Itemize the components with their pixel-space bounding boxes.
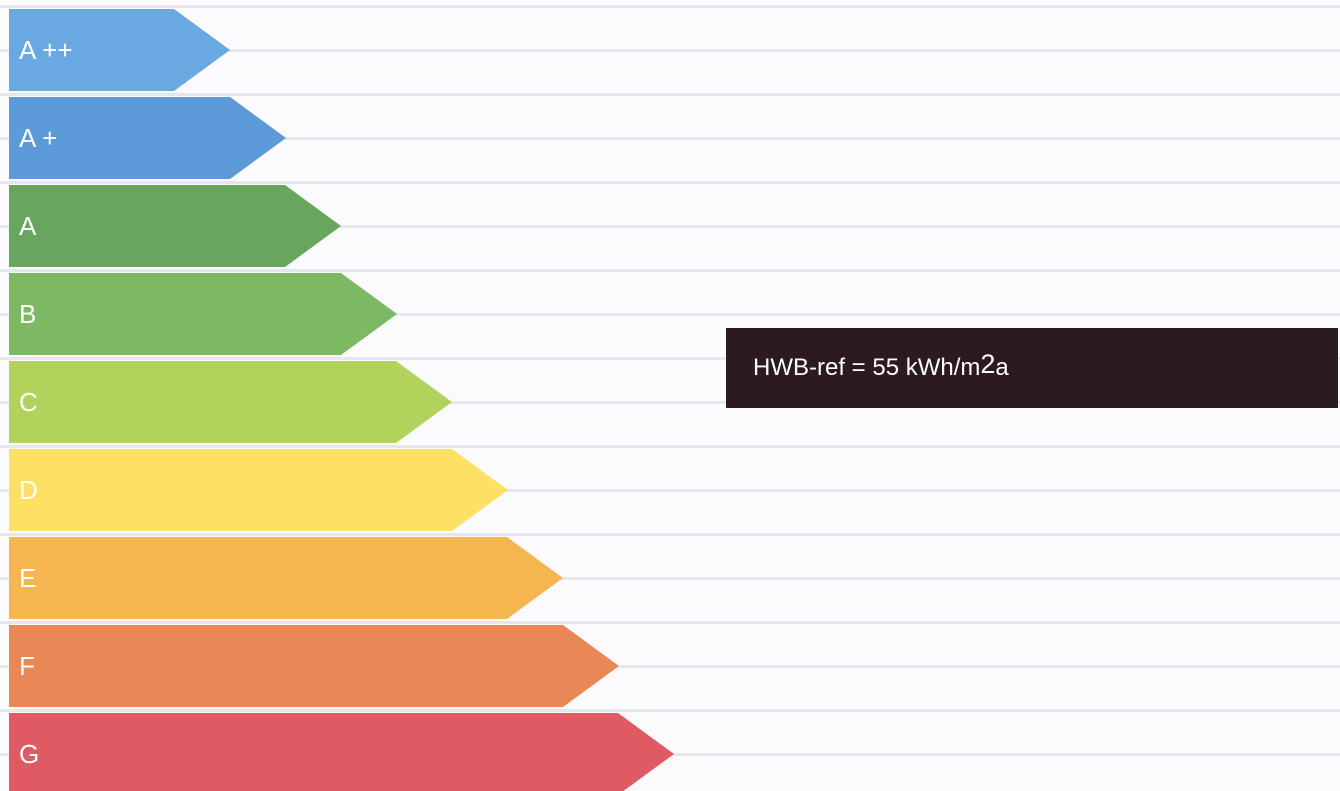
energy-class-label: C <box>19 387 38 417</box>
hwb-ref-exponent: 2 <box>980 348 996 379</box>
energy-class-arrow: A + <box>9 97 286 179</box>
energy-class-label: A <box>19 211 37 241</box>
energy-class-label: E <box>19 563 37 593</box>
guide-line <box>0 269 1340 272</box>
energy-class-arrow: A ++ <box>9 9 230 91</box>
guide-line <box>0 181 1340 184</box>
guide-line <box>0 709 1340 712</box>
energy-class-label: F <box>19 651 35 681</box>
energy-class-arrow: E <box>9 537 563 619</box>
hwb-ref-text: HWB-ref = 55 kWh/m <box>753 354 981 381</box>
energy-class-label: A ++ <box>19 35 73 65</box>
guide-line <box>0 665 1340 668</box>
guide-line <box>0 49 1340 52</box>
energy-class-arrow: F <box>9 625 619 707</box>
guide-line <box>0 357 1340 360</box>
energy-class-arrow: B <box>9 273 397 355</box>
guide-line <box>0 489 1340 492</box>
energy-class-arrow: A <box>9 185 341 267</box>
guide-line <box>0 533 1340 536</box>
guide-line <box>0 137 1340 140</box>
guide-line <box>0 313 1340 316</box>
energy-class-label: G <box>19 739 40 769</box>
energy-class-arrow: C <box>9 361 452 443</box>
hwb-ref-unit-suffix: a <box>995 354 1009 381</box>
hwb-ref-indicator: HWB-ref = 55 kWh/m 2 a <box>726 328 1338 408</box>
guide-line <box>0 621 1340 624</box>
energy-class-arrow: G <box>9 713 674 791</box>
guide-line <box>0 401 1340 404</box>
energy-class-label: D <box>19 475 38 505</box>
energy-class-arrow: D <box>9 449 508 531</box>
guide-line <box>0 5 1340 8</box>
guide-line <box>0 445 1340 448</box>
guide-line <box>0 93 1340 96</box>
energy-class-label: B <box>19 299 37 329</box>
energy-class-label: A + <box>19 123 58 153</box>
guide-line <box>0 225 1340 228</box>
guide-line <box>0 577 1340 580</box>
